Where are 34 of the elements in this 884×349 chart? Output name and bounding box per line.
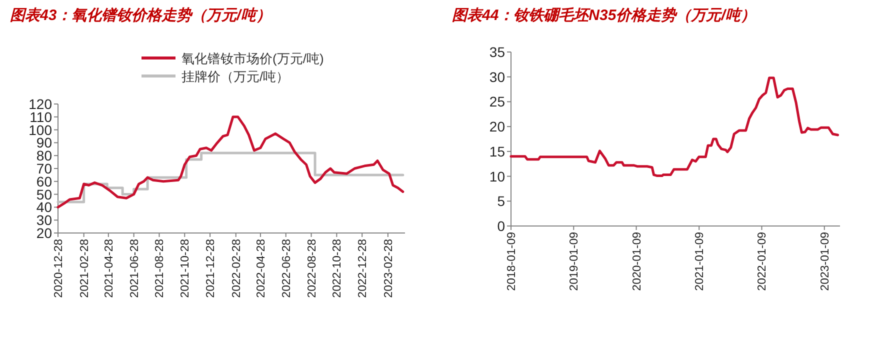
y-tick-label: 15 xyxy=(489,143,506,160)
x-tick-label: 2023-01-09 xyxy=(819,232,832,291)
chart-title: 图表44：钕铁硼毛坯N35价格走势（万元/吨） xyxy=(452,7,756,24)
x-tick-label: 2021-06-28 xyxy=(128,239,141,298)
y-tick-label: 20 xyxy=(489,118,506,135)
legend-label: 挂牌价（万元/吨） xyxy=(182,69,290,84)
x-tick-label: 2021-08-28 xyxy=(154,239,166,298)
y-tick-label: 5 xyxy=(497,193,506,210)
y-tick-label: 0 xyxy=(497,218,506,234)
x-tick-label: 2023-02-28 xyxy=(382,239,395,298)
x-tick-label: 2021-02-28 xyxy=(78,239,91,298)
x-tick-label: 2021-12-28 xyxy=(205,239,218,298)
x-tick-label: 2021-04-28 xyxy=(103,239,116,298)
y-tick-label: 10 xyxy=(489,168,506,184)
x-tick-label: 2022-01-09 xyxy=(756,232,769,291)
y-tick-label: 30 xyxy=(489,68,506,85)
line-series xyxy=(56,116,404,208)
x-tick-label: 2022-04-28 xyxy=(255,239,268,298)
line-series xyxy=(510,76,840,178)
x-tick-label: 2021-01-09 xyxy=(694,232,706,291)
y-tick-label: 25 xyxy=(489,94,506,110)
x-tick-label: 2022-06-28 xyxy=(280,239,293,298)
x-tick-label: 2021-10-28 xyxy=(180,239,192,298)
x-tick-label: 2020-12-28 xyxy=(53,239,65,298)
legend-label: 氧化镨钕市场价(万元/吨) xyxy=(182,51,324,66)
chart-title: 图表43：氧化镨钕价格走势（万元/吨） xyxy=(10,7,271,24)
x-tick-label: 2020-01-09 xyxy=(631,232,644,291)
y-tick-label: 35 xyxy=(489,44,506,60)
x-tick-label: 2019-01-09 xyxy=(568,232,581,291)
x-tick-label: 2022-12-28 xyxy=(357,239,370,298)
x-tick-label: 2018-01-09 xyxy=(506,232,518,291)
x-tick-label: 2022-10-28 xyxy=(332,239,344,298)
x-tick-label: 2022-02-28 xyxy=(230,239,243,298)
x-tick-label: 2022-08-28 xyxy=(306,239,318,298)
